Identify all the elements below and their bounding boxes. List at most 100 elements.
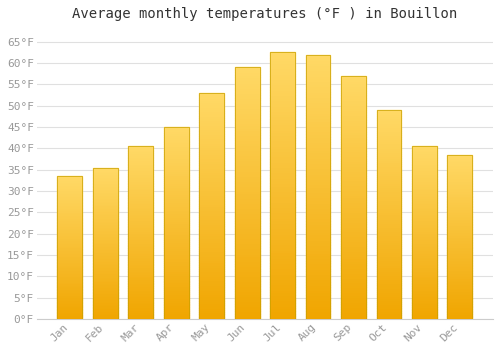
Bar bbox=[128, 302, 153, 303]
Bar bbox=[200, 260, 224, 262]
Bar bbox=[448, 245, 472, 247]
Bar bbox=[341, 173, 366, 176]
Bar bbox=[58, 258, 82, 259]
Bar bbox=[376, 286, 402, 288]
Bar bbox=[270, 300, 295, 303]
Bar bbox=[306, 187, 330, 189]
Bar bbox=[270, 114, 295, 117]
Bar bbox=[58, 303, 82, 304]
Bar bbox=[270, 52, 295, 55]
Bar bbox=[306, 282, 330, 285]
Bar bbox=[412, 167, 437, 169]
Bar bbox=[448, 160, 472, 161]
Bar bbox=[341, 207, 366, 210]
Bar bbox=[376, 237, 402, 239]
Bar bbox=[376, 110, 402, 319]
Bar bbox=[128, 312, 153, 314]
Bar bbox=[376, 281, 402, 284]
Bar bbox=[200, 127, 224, 129]
Bar bbox=[128, 241, 153, 243]
Bar bbox=[235, 92, 260, 95]
Bar bbox=[58, 239, 82, 240]
Bar bbox=[412, 296, 437, 298]
Bar bbox=[93, 236, 118, 237]
Bar bbox=[200, 197, 224, 199]
Bar bbox=[341, 91, 366, 93]
Bar bbox=[235, 68, 260, 319]
Bar bbox=[128, 163, 153, 165]
Bar bbox=[200, 118, 224, 120]
Bar bbox=[270, 266, 295, 268]
Bar bbox=[128, 160, 153, 162]
Bar bbox=[270, 204, 295, 207]
Bar bbox=[448, 266, 472, 268]
Bar bbox=[200, 204, 224, 206]
Bar bbox=[306, 94, 330, 97]
Bar bbox=[448, 225, 472, 227]
Bar bbox=[270, 124, 295, 127]
Bar bbox=[200, 308, 224, 310]
Bar bbox=[270, 87, 295, 90]
Bar bbox=[341, 212, 366, 215]
Bar bbox=[341, 76, 366, 319]
Bar bbox=[164, 267, 188, 269]
Bar bbox=[448, 289, 472, 291]
Bar bbox=[341, 222, 366, 224]
Bar bbox=[341, 241, 366, 244]
Bar bbox=[376, 116, 402, 118]
Bar bbox=[93, 230, 118, 231]
Bar bbox=[128, 257, 153, 258]
Bar bbox=[412, 300, 437, 302]
Bar bbox=[448, 309, 472, 311]
Bar bbox=[93, 186, 118, 187]
Bar bbox=[306, 258, 330, 261]
Bar bbox=[93, 217, 118, 219]
Bar bbox=[412, 162, 437, 163]
Bar bbox=[235, 238, 260, 241]
Bar bbox=[448, 206, 472, 207]
Bar bbox=[164, 133, 188, 135]
Bar bbox=[200, 116, 224, 118]
Bar bbox=[306, 226, 330, 229]
Bar bbox=[164, 160, 188, 162]
Bar bbox=[128, 246, 153, 248]
Bar bbox=[306, 269, 330, 271]
Bar bbox=[306, 266, 330, 269]
Bar bbox=[448, 169, 472, 171]
Bar bbox=[376, 290, 402, 292]
Bar bbox=[164, 240, 188, 242]
Bar bbox=[448, 222, 472, 224]
Bar bbox=[235, 90, 260, 92]
Bar bbox=[58, 317, 82, 319]
Bar bbox=[235, 163, 260, 166]
Bar bbox=[306, 271, 330, 274]
Bar bbox=[235, 271, 260, 274]
Bar bbox=[128, 146, 153, 148]
Bar bbox=[200, 188, 224, 190]
Bar bbox=[448, 263, 472, 265]
Bar bbox=[306, 116, 330, 118]
Bar bbox=[235, 133, 260, 135]
Bar bbox=[270, 236, 295, 239]
Bar bbox=[306, 295, 330, 298]
Bar bbox=[128, 177, 153, 179]
Bar bbox=[341, 316, 366, 319]
Bar bbox=[93, 272, 118, 273]
Bar bbox=[235, 259, 260, 261]
Bar bbox=[376, 110, 402, 112]
Bar bbox=[448, 265, 472, 266]
Bar bbox=[128, 210, 153, 212]
Bar bbox=[164, 236, 188, 238]
Bar bbox=[58, 229, 82, 230]
Bar bbox=[412, 265, 437, 267]
Bar bbox=[341, 76, 366, 78]
Bar bbox=[93, 305, 118, 307]
Bar bbox=[58, 238, 82, 239]
Bar bbox=[235, 236, 260, 238]
Bar bbox=[412, 181, 437, 182]
Bar bbox=[341, 263, 366, 265]
Bar bbox=[235, 108, 260, 110]
Bar bbox=[448, 296, 472, 298]
Bar bbox=[341, 81, 366, 83]
Bar bbox=[128, 260, 153, 262]
